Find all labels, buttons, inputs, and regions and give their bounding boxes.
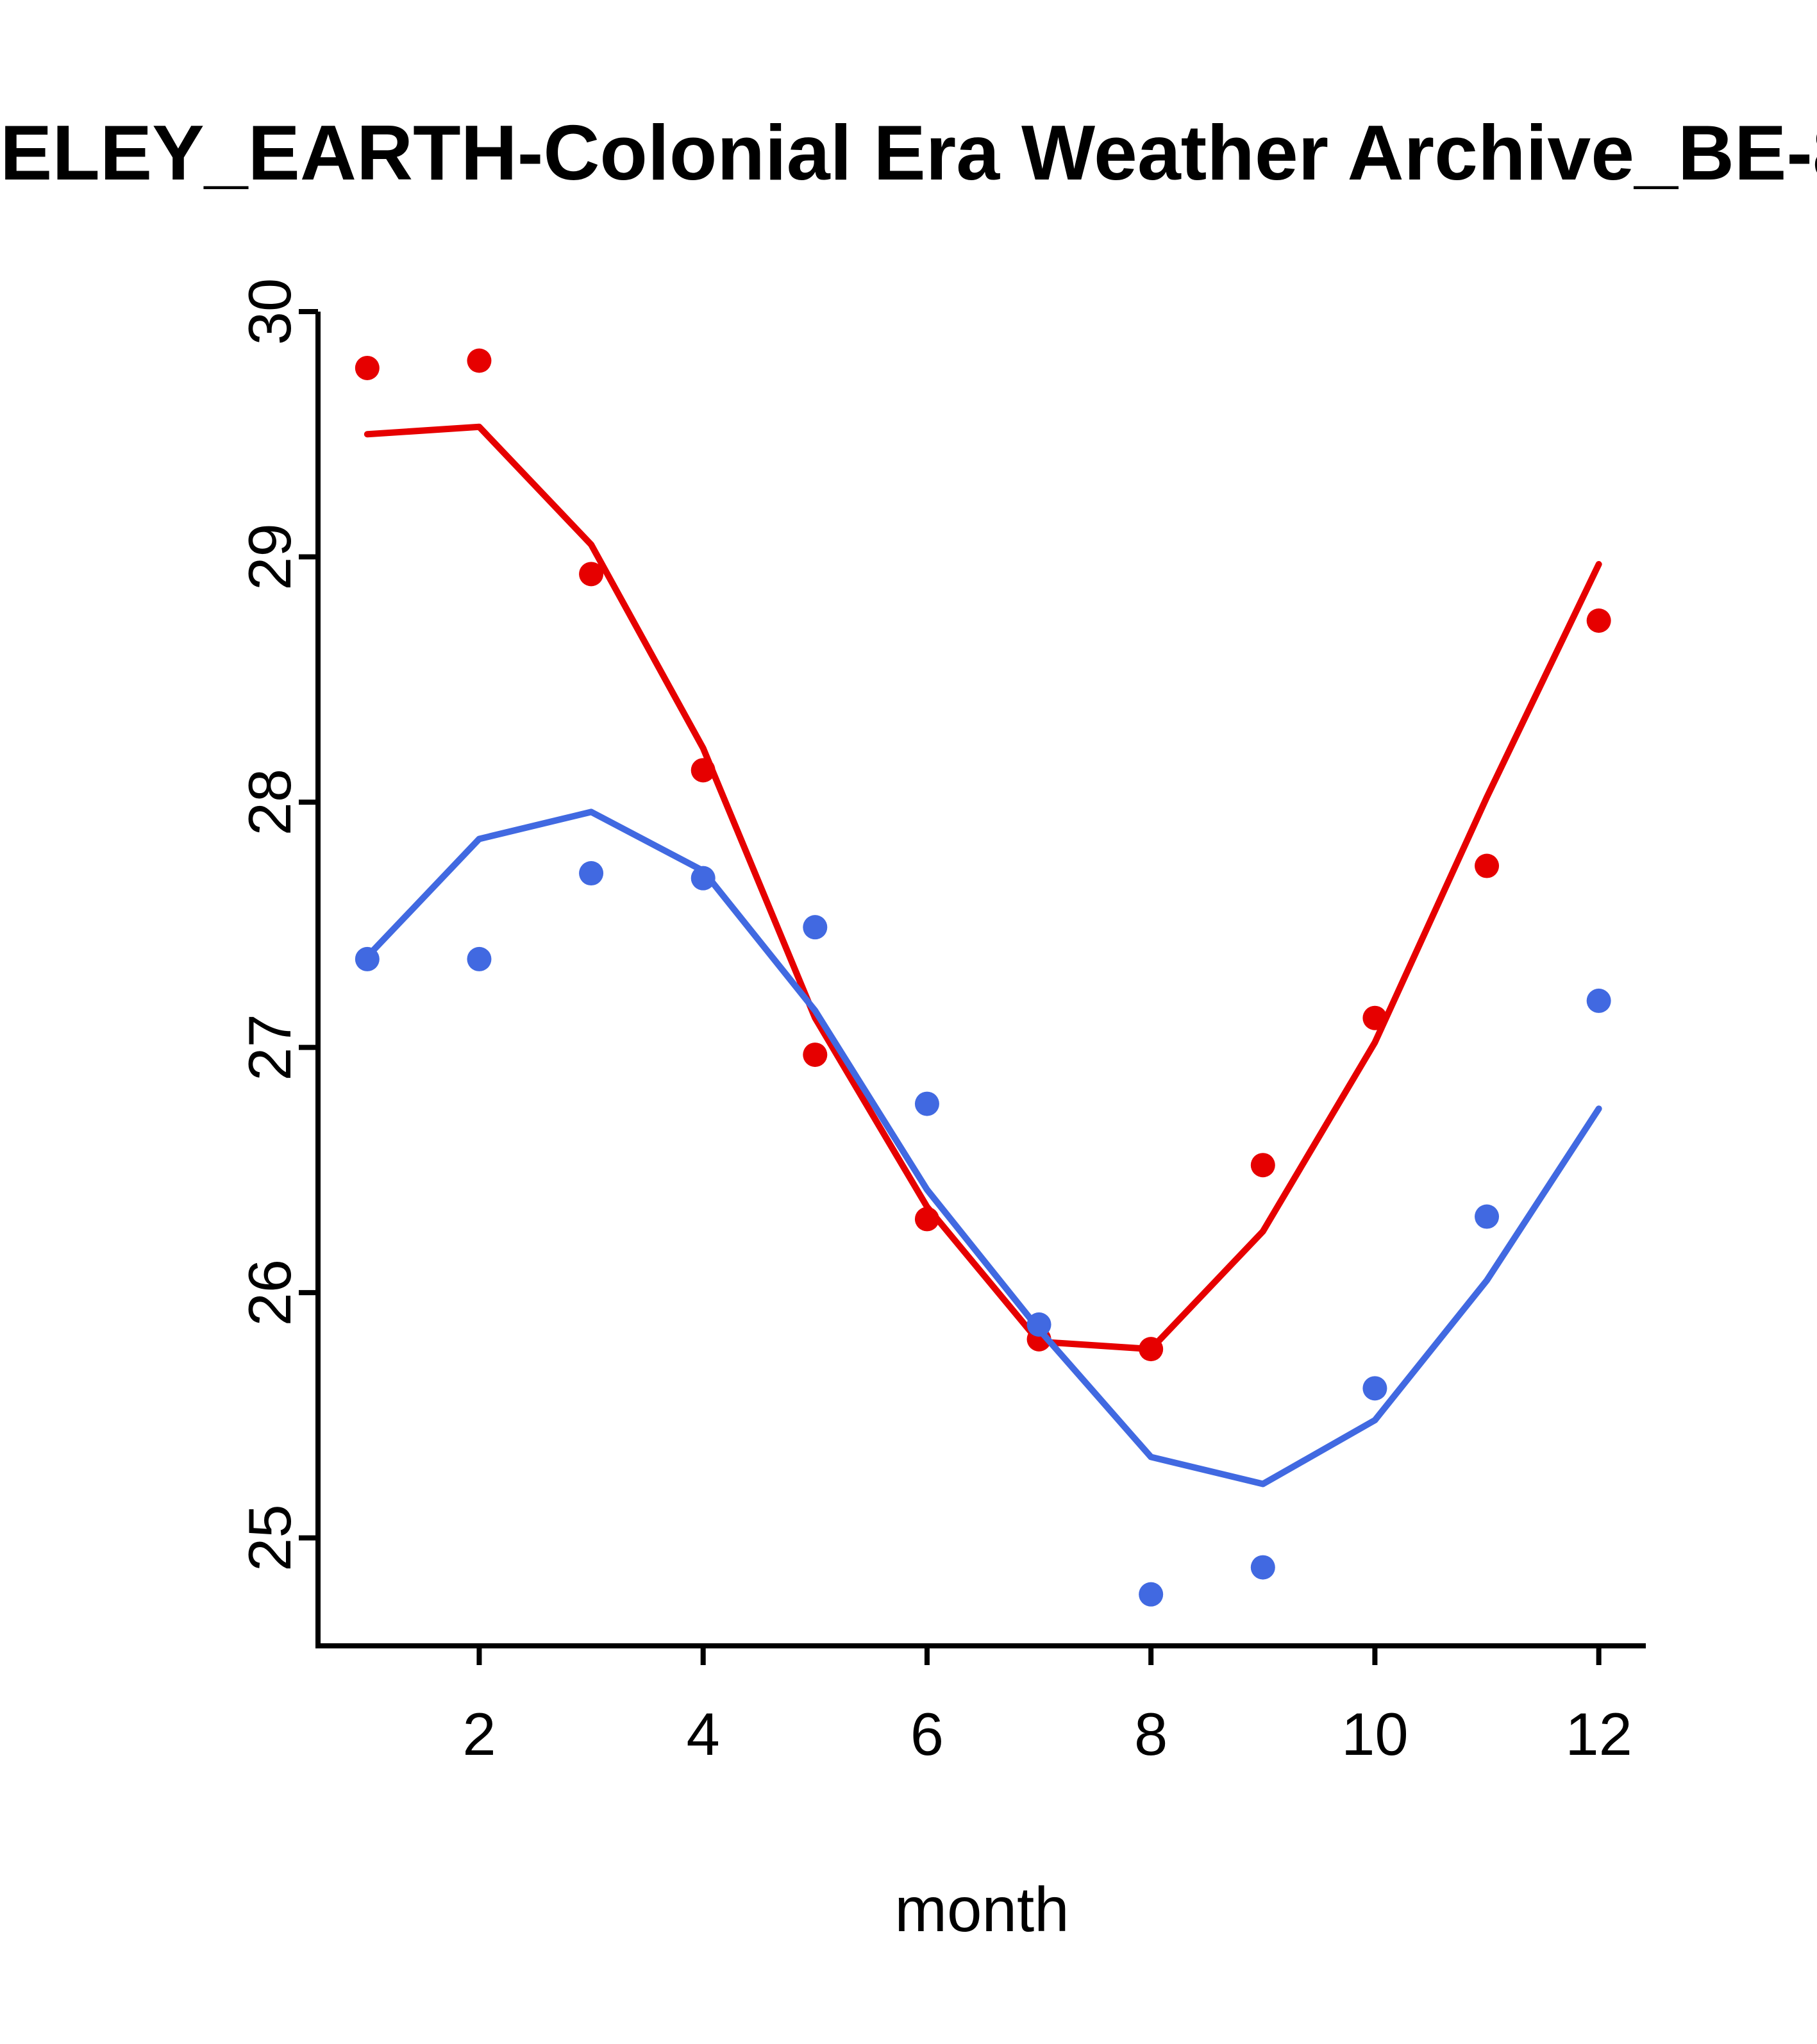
red-series-point <box>1475 853 1500 878</box>
blue-series-point <box>803 915 828 940</box>
blue-series-point <box>579 861 604 886</box>
y-tick-label: 27 <box>236 1014 303 1081</box>
y-tick-label: 30 <box>236 278 303 346</box>
red-series-point <box>1250 1153 1275 1178</box>
red-series-point <box>1586 608 1611 633</box>
blue-series-point <box>1362 1376 1387 1401</box>
y-tick-label: 25 <box>236 1504 303 1571</box>
x-tick-label: 2 <box>462 1700 496 1768</box>
x-tick-label: 10 <box>1341 1700 1409 1768</box>
blue-series-point <box>467 946 492 971</box>
red-series-point <box>355 355 380 380</box>
blue-series-point <box>914 1091 939 1116</box>
red-series-point <box>691 758 716 783</box>
red-series-point <box>1362 1005 1387 1030</box>
blue-series-point <box>355 946 380 971</box>
blue-series-point <box>1139 1582 1164 1607</box>
red-series-point <box>467 348 492 373</box>
blue-series-point <box>1250 1555 1275 1580</box>
red-series-point <box>579 562 604 587</box>
blue-series-point <box>1026 1312 1051 1337</box>
red-series-point <box>803 1043 828 1068</box>
x-axis-title: month <box>894 1874 1069 1945</box>
blue-series-point <box>1475 1204 1500 1229</box>
blue-series-point <box>691 866 716 891</box>
red-series-trend-line <box>364 423 1602 1353</box>
blue-series-trend-line <box>364 808 1602 1487</box>
x-tick-label: 6 <box>910 1700 944 1768</box>
red-series-point <box>914 1207 939 1232</box>
y-tick-label: 26 <box>236 1259 303 1327</box>
chart-title: ELEY_EARTH-Colonial Era Weather Archive_… <box>0 109 1817 196</box>
blue-series-point <box>1586 988 1611 1013</box>
x-tick-label: 4 <box>687 1700 720 1768</box>
x-tick-label: 8 <box>1134 1700 1168 1768</box>
x-tick-label: 12 <box>1565 1700 1632 1768</box>
y-tick-label: 28 <box>236 769 303 836</box>
y-tick-label: 29 <box>236 523 303 591</box>
red-series-point <box>1139 1337 1164 1362</box>
